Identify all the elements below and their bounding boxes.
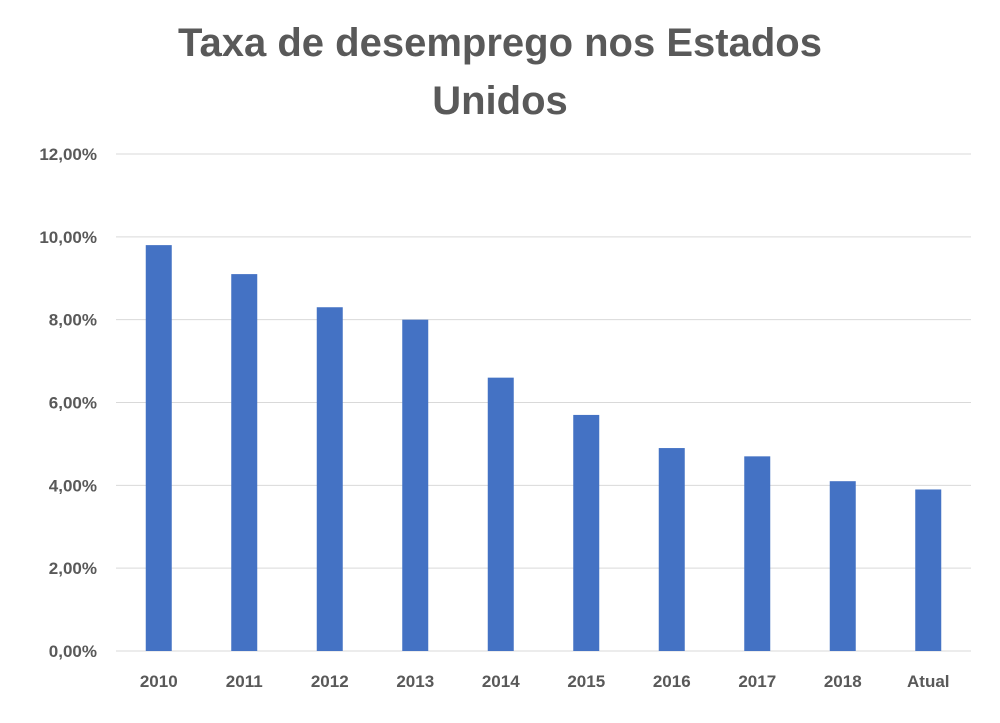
x-category-label: 2017 <box>738 672 776 691</box>
y-tick-label: 2,00% <box>49 559 97 578</box>
bar <box>573 414 600 651</box>
bar <box>316 307 343 651</box>
bar <box>744 456 771 651</box>
bar <box>402 319 429 651</box>
x-category-label: 2015 <box>567 672 605 691</box>
x-category-label: Atual <box>907 672 950 691</box>
y-tick-label: 12,00% <box>39 145 97 164</box>
bar <box>487 377 514 651</box>
bar <box>915 489 942 651</box>
bar <box>231 274 258 651</box>
x-category-label: 2016 <box>653 672 691 691</box>
x-category-label: 2018 <box>824 672 862 691</box>
x-axis-categories: 2010 2011 2012 2013 2014 2015 2016 2017 2018 Atua… <box>140 672 950 691</box>
x-category-label: 2011 <box>226 672 263 691</box>
x-category-label: 2014 <box>482 672 520 691</box>
x-category-label: 2012 <box>311 672 349 691</box>
y-tick-label: 8,00% <box>49 311 97 330</box>
x-category-label: 2013 <box>396 672 434 691</box>
chart-title-line-2: Unidos <box>432 79 568 123</box>
y-axis-ticks: 0,00% 2,00% 4,00% 6,00% 8,00% 10,00% 12,00% <box>39 145 97 661</box>
bar <box>658 448 685 651</box>
bar <box>145 245 172 651</box>
y-tick-label: 0,00% <box>49 642 97 661</box>
y-tick-label: 10,00% <box>39 228 97 247</box>
gridlines <box>116 153 971 652</box>
bars <box>145 245 942 651</box>
y-tick-label: 6,00% <box>49 394 97 413</box>
bar <box>829 481 856 651</box>
chart-title-line-1: Taxa de desemprego nos Estados <box>178 21 822 65</box>
chart-title: Taxa de desemprego nos Estados Unidos <box>0 14 1000 130</box>
y-tick-label: 4,00% <box>49 476 97 495</box>
x-category-label: 2010 <box>140 672 178 691</box>
